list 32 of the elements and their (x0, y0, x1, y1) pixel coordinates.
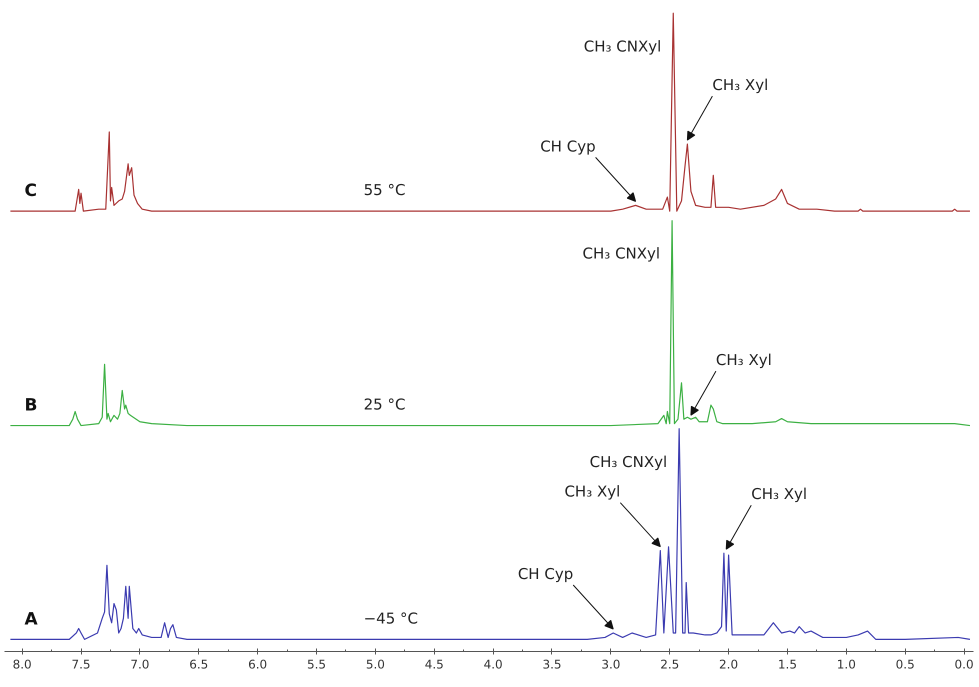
x-tick-label: 4.0 (484, 658, 503, 672)
series-label: C (24, 181, 37, 202)
annotation: 25 °C (364, 396, 406, 414)
series-label: A (24, 609, 38, 630)
annotation: CH₃ CNXyl (590, 452, 668, 471)
x-tick-label: 6.0 (248, 658, 268, 672)
annotation: CH₃ Xyl (564, 482, 620, 501)
annotation: 55 °C (364, 181, 406, 200)
annotation: CH₃ Xyl (751, 485, 808, 504)
x-tick-label: 5.5 (306, 658, 326, 672)
x-tick-label: 0.0 (954, 658, 974, 672)
x-tick-label: 0.5 (896, 658, 915, 672)
annotation: CH Cyp (518, 564, 574, 583)
x-tick-label: 3.5 (542, 658, 562, 672)
x-tick-label: 8.0 (12, 658, 32, 672)
annotation: −45 °C (364, 609, 418, 628)
x-tick-label: 7.5 (71, 658, 91, 672)
x-tick-label: 5.0 (366, 658, 385, 672)
x-tick-label: 1.0 (836, 658, 856, 672)
annotation: CH₃ Xyl (712, 76, 768, 94)
x-tick-label: 6.5 (189, 658, 208, 672)
annotation: CH₃ CNXyl (582, 244, 660, 263)
x-tick-label: 2.0 (719, 658, 738, 672)
annotation: CH₃ CNXyl (584, 37, 662, 56)
annotation: CH Cyp (540, 137, 596, 156)
annotation: CH₃ Xyl (716, 351, 772, 370)
x-tick-label: 4.5 (424, 658, 444, 672)
x-tick-label: 7.0 (130, 658, 150, 672)
x-tick-label: 1.5 (778, 658, 798, 672)
series-label: B (24, 396, 38, 416)
x-tick-label: 2.5 (660, 658, 680, 672)
x-tick-label: 3.0 (601, 658, 620, 672)
